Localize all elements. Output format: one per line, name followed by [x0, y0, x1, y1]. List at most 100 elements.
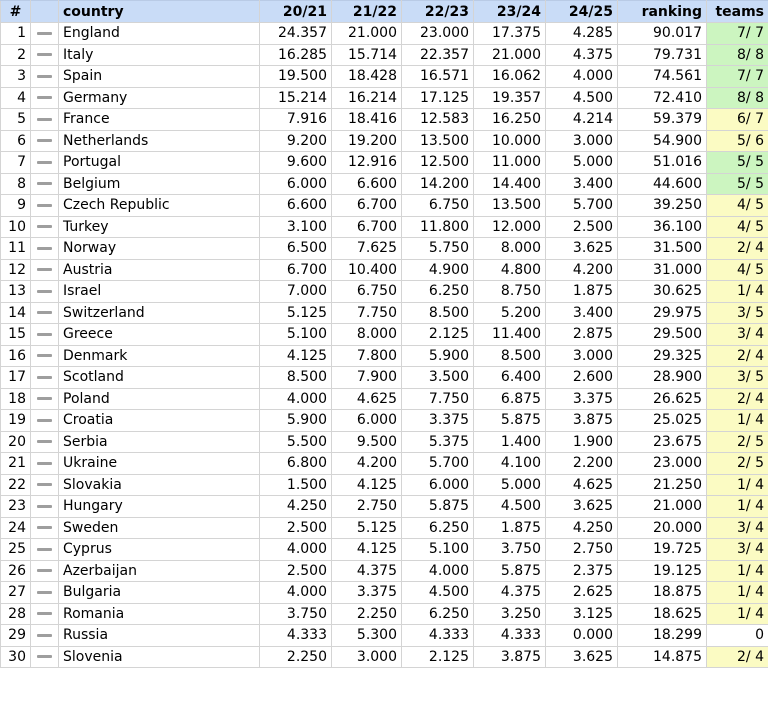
season-2324-points: 10.000	[473, 129, 546, 152]
rank-number: 16	[0, 344, 31, 367]
trend-unchanged-icon	[37, 139, 52, 143]
table-row[interactable]: 29 Russia 4.333 5.300 4.333 4.333 0.000 18.299 0	[0, 624, 768, 647]
header-ranking[interactable]: ranking	[617, 0, 707, 23]
season-2122-points: 4.625	[331, 387, 402, 410]
season-2223-points: 5.750	[401, 237, 474, 260]
table-row[interactable]: 24 Sweden 2.500 5.125 6.250 1.875 4.250 20.000 3…	[0, 516, 768, 539]
table-row[interactable]: 19 Croatia 5.900 6.000 3.375 5.875 3.875 25.025…	[0, 409, 768, 432]
table-row[interactable]: 30 Slovenia 2.250 3.000 2.125 3.875 3.625 14.87…	[0, 645, 768, 668]
season-2223-points: 6.250	[401, 280, 474, 303]
header-season-2223[interactable]: 22/23	[401, 0, 474, 23]
season-2223-points: 5.900	[401, 344, 474, 367]
season-2324-points: 8.750	[473, 280, 546, 303]
rank-number: 25	[0, 538, 31, 561]
season-2324-points: 13.500	[473, 194, 546, 217]
season-2324-points: 8.500	[473, 344, 546, 367]
season-2223-points: 7.750	[401, 387, 474, 410]
table-row[interactable]: 6 Netherlands 9.200 19.200 13.500 10.000 3.000…	[0, 129, 768, 152]
table-row[interactable]: 17 Scotland 8.500 7.900 3.500 6.400 2.600 28.90…	[0, 366, 768, 389]
rank-number: 10	[0, 215, 31, 238]
season-2324-points: 16.062	[473, 65, 546, 88]
table-row[interactable]: 15 Greece 5.100 8.000 2.125 11.400 2.875 29.500…	[0, 323, 768, 346]
table-row[interactable]: 9 Czech Republic 6.600 6.700 6.750 13.500 5.70…	[0, 194, 768, 217]
season-2425-points: 3.875	[545, 409, 618, 432]
ranking-points: 30.625	[617, 280, 707, 303]
teams-remaining: 2/ 5	[706, 452, 768, 475]
table-row[interactable]: 11 Norway 6.500 7.625 5.750 8.000 3.625 31.500 2…	[0, 237, 768, 260]
country-name: Netherlands	[58, 129, 260, 152]
season-2425-points: 1.900	[545, 430, 618, 453]
rank-number: 21	[0, 452, 31, 475]
season-2021-points: 5.100	[259, 323, 332, 346]
country-ranking-table: # country 20/21 21/22 22/23 23/24 24/25 …	[0, 0, 768, 668]
season-2122-points: 5.300	[331, 624, 402, 647]
trend-cell	[30, 65, 59, 88]
table-row[interactable]: 5 France 7.916 18.416 12.583 16.250 4.214 59.37…	[0, 108, 768, 131]
country-name: Norway	[58, 237, 260, 260]
header-season-2324[interactable]: 23/24	[473, 0, 546, 23]
ranking-points: 19.725	[617, 538, 707, 561]
table-row[interactable]: 7 Portugal 9.600 12.916 12.500 11.000 5.000 51.…	[0, 151, 768, 174]
season-2021-points: 4.125	[259, 344, 332, 367]
header-teams[interactable]: teams	[706, 0, 768, 23]
trend-unchanged-icon	[37, 311, 52, 315]
country-name: England	[58, 22, 260, 45]
table-row[interactable]: 26 Azerbaijan 2.500 4.375 4.000 5.875 2.375 19.…	[0, 559, 768, 582]
season-2021-points: 6.800	[259, 452, 332, 475]
teams-remaining: 1/ 4	[706, 473, 768, 496]
trend-unchanged-icon	[37, 633, 52, 637]
ranking-points: 23.000	[617, 452, 707, 475]
table-row[interactable]: 20 Serbia 5.500 9.500 5.375 1.400 1.900 23.675 2…	[0, 430, 768, 453]
trend-unchanged-icon	[37, 612, 52, 616]
season-2122-points: 6.000	[331, 409, 402, 432]
season-2122-points: 3.375	[331, 581, 402, 604]
trend-cell	[30, 215, 59, 238]
table-row[interactable]: 3 Spain 19.500 18.428 16.571 16.062 4.000 74.56…	[0, 65, 768, 88]
season-2122-points: 4.125	[331, 538, 402, 561]
table-row[interactable]: 8 Belgium 6.000 6.600 14.200 14.400 3.400 44.60…	[0, 172, 768, 195]
teams-remaining: 5/ 5	[706, 151, 768, 174]
teams-remaining: 1/ 4	[706, 409, 768, 432]
header-num[interactable]: #	[0, 0, 31, 23]
table-row[interactable]: 28 Romania 3.750 2.250 6.250 3.250 3.125 18.625…	[0, 602, 768, 625]
table-row[interactable]: 10 Turkey 3.100 6.700 11.800 12.000 2.500 36.10…	[0, 215, 768, 238]
trend-unchanged-icon	[37, 569, 52, 573]
header-country[interactable]: country	[58, 0, 260, 23]
table-row[interactable]: 1 England 24.357 21.000 23.000 17.375 4.285 90.…	[0, 22, 768, 45]
season-2021-points: 7.000	[259, 280, 332, 303]
header-season-2425[interactable]: 24/25	[545, 0, 618, 23]
table-row[interactable]: 4 Germany 15.214 16.214 17.125 19.357 4.500 72.…	[0, 86, 768, 109]
table-row[interactable]: 23 Hungary 4.250 2.750 5.875 4.500 3.625 21.000…	[0, 495, 768, 518]
trend-unchanged-icon	[37, 160, 52, 164]
season-2324-points: 3.750	[473, 538, 546, 561]
teams-remaining: 3/ 4	[706, 323, 768, 346]
table-row[interactable]: 16 Denmark 4.125 7.800 5.900 8.500 3.000 29.325…	[0, 344, 768, 367]
header-season-2122[interactable]: 21/22	[331, 0, 402, 23]
table-row[interactable]: 27 Bulgaria 4.000 3.375 4.500 4.375 2.625 18.87…	[0, 581, 768, 604]
season-2122-points: 7.800	[331, 344, 402, 367]
header-season-2021[interactable]: 20/21	[259, 0, 332, 23]
ranking-points: 79.731	[617, 43, 707, 66]
table-row[interactable]: 13 Israel 7.000 6.750 6.250 8.750 1.875 30.625 1…	[0, 280, 768, 303]
season-2425-points: 4.250	[545, 516, 618, 539]
table-row[interactable]: 14 Switzerland 5.125 7.750 8.500 5.200 3.400 29…	[0, 301, 768, 324]
table-row[interactable]: 2 Italy 16.285 15.714 22.357 21.000 4.375 79.73…	[0, 43, 768, 66]
season-2425-points: 4.500	[545, 86, 618, 109]
table-row[interactable]: 25 Cyprus 4.000 4.125 5.100 3.750 2.750 19.725 3…	[0, 538, 768, 561]
trend-unchanged-icon	[37, 96, 52, 100]
season-2122-points: 6.700	[331, 215, 402, 238]
season-2324-points: 21.000	[473, 43, 546, 66]
table-row[interactable]: 22 Slovakia 1.500 4.125 6.000 5.000 4.625 21.25…	[0, 473, 768, 496]
table-row[interactable]: 18 Poland 4.000 4.625 7.750 6.875 3.375 26.625 2…	[0, 387, 768, 410]
country-name: Slovenia	[58, 645, 260, 668]
season-2122-points: 16.214	[331, 86, 402, 109]
table-row[interactable]: 21 Ukraine 6.800 4.200 5.700 4.100 2.200 23.000…	[0, 452, 768, 475]
season-2425-points: 0.000	[545, 624, 618, 647]
season-2122-points: 12.916	[331, 151, 402, 174]
season-2324-points: 4.333	[473, 624, 546, 647]
season-2223-points: 5.875	[401, 495, 474, 518]
table-row[interactable]: 12 Austria 6.700 10.400 4.900 4.800 4.200 31.00…	[0, 258, 768, 281]
season-2122-points: 9.500	[331, 430, 402, 453]
season-2122-points: 6.600	[331, 172, 402, 195]
trend-cell	[30, 559, 59, 582]
